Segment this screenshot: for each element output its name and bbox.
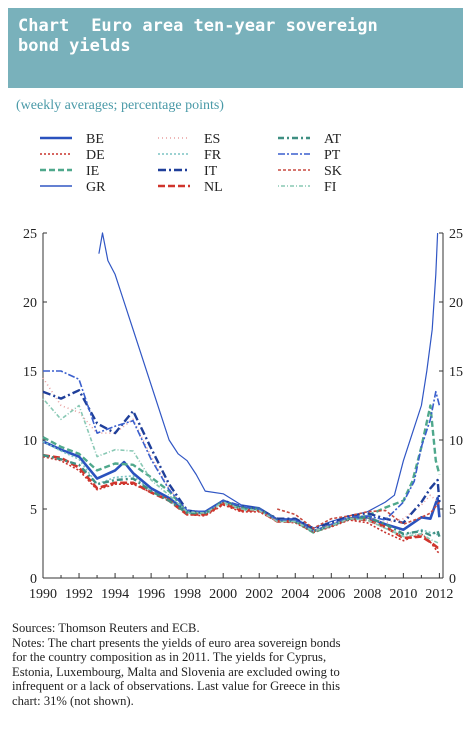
y-tick-label-right: 10 — [449, 434, 463, 449]
chart-header: Chart Euro area ten-year sovereign bond y… — [8, 8, 463, 88]
notes-line-1: Notes: The chart presents the yields of … — [12, 635, 341, 650]
x-tick-label: 1996 — [137, 587, 165, 602]
legend-label-de: DE — [86, 148, 105, 163]
y-tick-label-right: 15 — [449, 365, 463, 380]
x-tick-label: 1994 — [101, 587, 129, 602]
series-line-sk — [276, 501, 441, 530]
chart-subtitle: (weekly averages; percentage points) — [16, 98, 224, 113]
header-title-line-1: Chart Euro area ten-year sovereign — [18, 16, 453, 36]
notes-line-5: chart: 31% (not shown). — [12, 693, 134, 708]
x-tick-label: 1998 — [173, 587, 201, 602]
sources-text: Sources: Thomson Reuters and ECB. — [12, 621, 200, 635]
notes-line-3: Estonia, Luxembourg, Malta and Slovenia … — [12, 664, 340, 679]
legend-label-pt: PT — [324, 148, 341, 163]
series-line-ie — [42, 404, 441, 534]
notes-line-2: for the country composition as in 2011. … — [12, 650, 327, 664]
y-tick-label-left: 15 — [23, 365, 37, 380]
legend-label-it: IT — [204, 164, 218, 179]
x-tick-label: 2012 — [425, 587, 453, 602]
y-tick-label-left: 20 — [23, 296, 37, 311]
legend-label-be: BE — [86, 132, 104, 147]
x-tick-label: 2008 — [353, 587, 381, 602]
legend-label-ie: IE — [86, 164, 99, 179]
legend-label-at: AT — [324, 132, 342, 147]
chart-label: Chart — [18, 16, 70, 36]
legend-label-fr: FR — [204, 148, 222, 163]
series-line-gr — [98, 232, 439, 529]
y-tick-label-right: 0 — [449, 572, 456, 587]
series-line-fi — [42, 398, 440, 545]
y-tick-label-left: 25 — [23, 227, 37, 242]
legend-label-nl: NL — [204, 180, 223, 195]
legend-label-sk: SK — [324, 164, 342, 179]
y-tick-label-left: 10 — [23, 434, 37, 449]
legend-label-gr: GR — [86, 180, 106, 195]
line-chart: 0 0 5 5 10 10 15 15 20 20 25 25 1990 1992 1994 1996 1998… — [23, 132, 463, 602]
y-tick-label-left: 5 — [30, 503, 37, 518]
x-tick-label: 2010 — [389, 587, 417, 602]
header-title-line-2: bond yields — [18, 36, 131, 56]
x-tick-label: 2000 — [209, 587, 237, 602]
x-tick-label: 2004 — [281, 587, 309, 602]
chart-title: Euro area ten-year sovereign — [91, 16, 378, 36]
x-tick-label: 1990 — [29, 587, 57, 602]
y-tick-label-right: 5 — [449, 503, 456, 518]
y-tick-label-right: 20 — [449, 296, 463, 311]
notes-line-4: infrequent or a lack of observations. La… — [12, 679, 341, 693]
chart-notes: Sources: Thomson Reuters and ECB. Notes:… — [12, 621, 462, 708]
y-tick-label-left: 0 — [30, 572, 37, 587]
series-line-nl — [42, 453, 440, 549]
x-tick-label: 1992 — [65, 587, 93, 602]
legend-label-fi: FI — [324, 180, 337, 195]
x-tick-label: 2006 — [317, 587, 345, 602]
y-tick-label-right: 25 — [449, 227, 463, 242]
series-line-pt — [43, 370, 441, 532]
legend-label-es: ES — [204, 132, 220, 147]
x-tick-label: 2002 — [245, 587, 273, 602]
